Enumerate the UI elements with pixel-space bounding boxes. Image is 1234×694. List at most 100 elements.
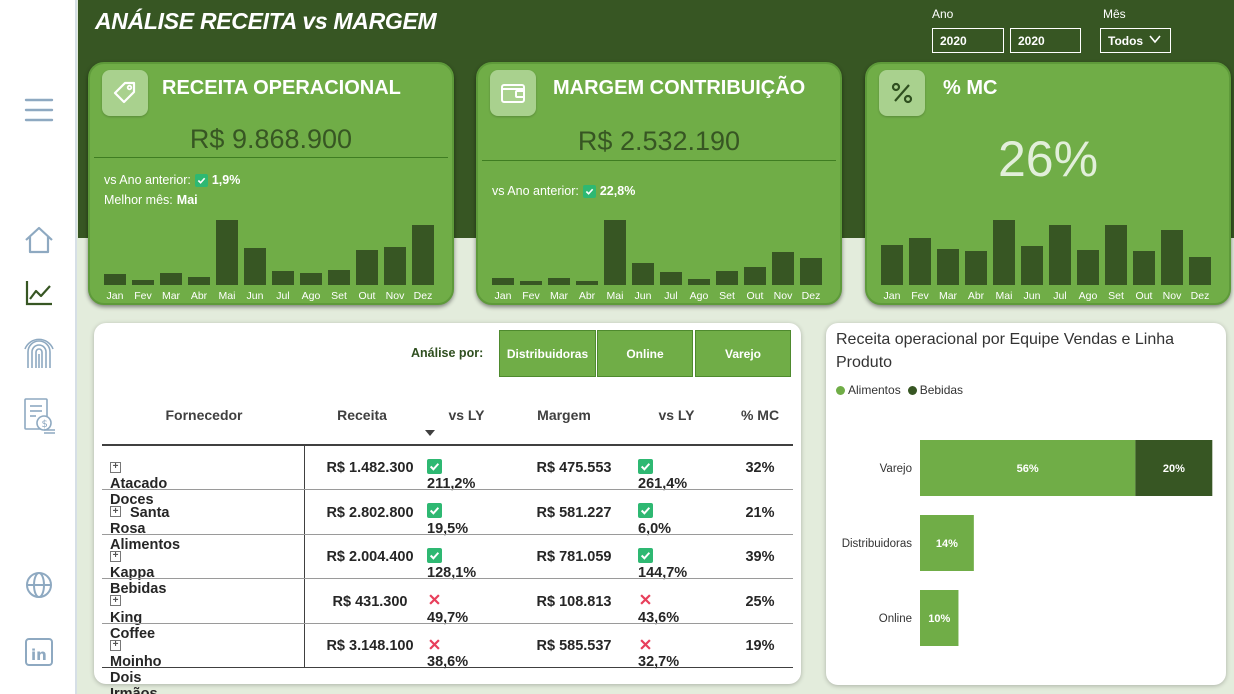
month-bar[interactable] <box>965 251 987 285</box>
month-tick-label: Ago <box>1078 290 1098 302</box>
month-bar[interactable] <box>328 270 350 285</box>
bar-alimentos[interactable] <box>920 515 974 571</box>
month-bar[interactable] <box>993 220 1015 285</box>
bar-alimentos[interactable] <box>920 440 1136 496</box>
ano-from-input[interactable]: 2020 <box>932 28 1004 53</box>
vs-ly-receita-value: 211,2% <box>427 476 476 492</box>
column-header-vs-ly-margem[interactable]: vs LY <box>658 407 695 423</box>
fornecedor-name: King Coffee <box>110 609 156 642</box>
month-bar[interactable] <box>548 278 570 285</box>
month-bar[interactable] <box>1077 250 1099 285</box>
column-header-mc[interactable]: % MC <box>740 407 780 423</box>
month-bar[interactable] <box>909 238 931 285</box>
month-bar[interactable] <box>1049 225 1071 285</box>
fornecedor-name: Moinho Dois Irmãos <box>110 654 162 694</box>
check-icon <box>427 458 442 474</box>
vs-ly-receita-value: 128,1% <box>427 565 477 581</box>
kpi-value: 26% <box>997 131 1099 187</box>
column-header-vs-ly-receita[interactable]: vs LY <box>448 407 485 423</box>
expand-icon[interactable]: + <box>110 595 121 607</box>
mc-value: 25% <box>745 593 775 610</box>
bar-alimentos[interactable] <box>920 590 959 646</box>
month-bar[interactable] <box>188 277 210 285</box>
month-tick-label: Abr <box>190 290 208 302</box>
analise-label: Análise por: <box>411 346 484 360</box>
month-bar[interactable] <box>604 220 626 285</box>
month-bar[interactable] <box>1161 230 1183 285</box>
month-bar[interactable] <box>632 263 654 285</box>
month-bar[interactable] <box>356 250 378 285</box>
bar-bebidas[interactable] <box>1135 440 1213 496</box>
month-bar[interactable] <box>937 249 959 285</box>
month-bar[interactable] <box>576 281 598 285</box>
month-bar[interactable] <box>1105 225 1127 285</box>
month-bar[interactable] <box>744 267 766 285</box>
expand-icon[interactable]: + <box>110 550 121 562</box>
kpi-vs-ly: vs Ano anterior: 22,8% <box>492 184 635 198</box>
linkedin-icon[interactable]: in <box>20 633 58 671</box>
vs-ly-receita-value: 49,7% <box>427 609 469 626</box>
column-header-receita[interactable]: Receita <box>337 407 387 423</box>
cell-margem: R$ 581.227 <box>519 505 629 521</box>
segment-button-varejo[interactable]: Varejo <box>695 330 791 377</box>
month-bar[interactable] <box>132 280 154 285</box>
kpi-card-margem: MARGEM CONTRIBUIÇÃO R$ 2.532.190 vs Ano … <box>476 62 842 305</box>
segment-button-distribuidoras[interactable]: Distribuidoras <box>499 330 596 377</box>
month-bar[interactable] <box>660 272 682 285</box>
month-bar[interactable] <box>412 225 434 285</box>
expand-icon[interactable]: + <box>110 506 121 518</box>
mc-value: 21% <box>745 504 775 521</box>
month-tick-label: Set <box>331 290 347 302</box>
column-header-fornecedor[interactable]: Fornecedor <box>165 407 243 423</box>
segment-button-online[interactable]: Online <box>597 330 693 377</box>
line-chart-icon[interactable] <box>20 274 58 312</box>
month-bar[interactable] <box>800 258 822 285</box>
month-bar[interactable] <box>716 271 738 285</box>
home-icon[interactable] <box>20 221 58 259</box>
month-bar[interactable] <box>160 273 182 285</box>
fingerprint-icon[interactable] <box>20 334 58 372</box>
month-tick-label: Out <box>1135 290 1153 302</box>
month-tick-label: Mai <box>995 290 1013 302</box>
month-bar[interactable] <box>772 252 794 285</box>
vs-label: vs Ano anterior: <box>104 173 191 187</box>
month-bar[interactable] <box>1189 257 1211 285</box>
legend-label-alimentos: Alimentos <box>848 383 901 397</box>
month-bar[interactable] <box>1133 251 1155 285</box>
check-icon <box>638 458 653 474</box>
stacked-bar-chart: Varejo 56% 20% Distribuidoras 14% Online 10% <box>842 440 1213 646</box>
month-bar[interactable] <box>104 274 126 285</box>
ano-to-input[interactable]: 2020 <box>1010 28 1081 53</box>
fornecedor-name: Santa Rosa Alimentos <box>110 504 181 553</box>
vs-ly-margem-value: 144,7% <box>638 565 688 581</box>
category-label: Distribuidoras <box>842 538 913 550</box>
month-bar[interactable] <box>688 279 710 285</box>
row-divider <box>102 489 793 490</box>
mes-dropdown[interactable]: Todos <box>1100 28 1171 53</box>
data-label: 10% <box>928 613 950 625</box>
month-bar[interactable] <box>881 245 903 285</box>
receita-value: R$ 2.802.800 <box>326 504 414 521</box>
ano-label: Ano <box>932 7 954 21</box>
month-bar[interactable] <box>216 220 238 285</box>
expand-icon[interactable]: + <box>110 639 121 651</box>
month-bar[interactable] <box>520 281 542 285</box>
money-report-icon[interactable]: $ <box>20 397 58 435</box>
month-bar[interactable] <box>244 248 266 285</box>
month-bar[interactable] <box>300 273 322 285</box>
month-bar[interactable] <box>384 247 406 285</box>
sort-desc-icon[interactable] <box>424 424 436 442</box>
month-bar[interactable] <box>492 278 514 285</box>
vs-ly-receita-value: 38,6% <box>427 654 469 670</box>
column-header-margem[interactable]: Margem <box>537 407 591 423</box>
kpi-divider <box>482 160 836 161</box>
expand-icon[interactable]: + <box>110 461 121 473</box>
vs-ly-margem-value: 43,6% <box>638 609 680 626</box>
data-label: 14% <box>936 538 958 550</box>
month-bar[interactable] <box>272 271 294 285</box>
month-tick-label: Mar <box>161 290 181 302</box>
cell-fornecedor: + King Coffee <box>110 594 155 642</box>
globe-icon[interactable] <box>20 566 58 604</box>
menu-icon[interactable] <box>20 91 58 129</box>
month-bar[interactable] <box>1021 246 1043 285</box>
